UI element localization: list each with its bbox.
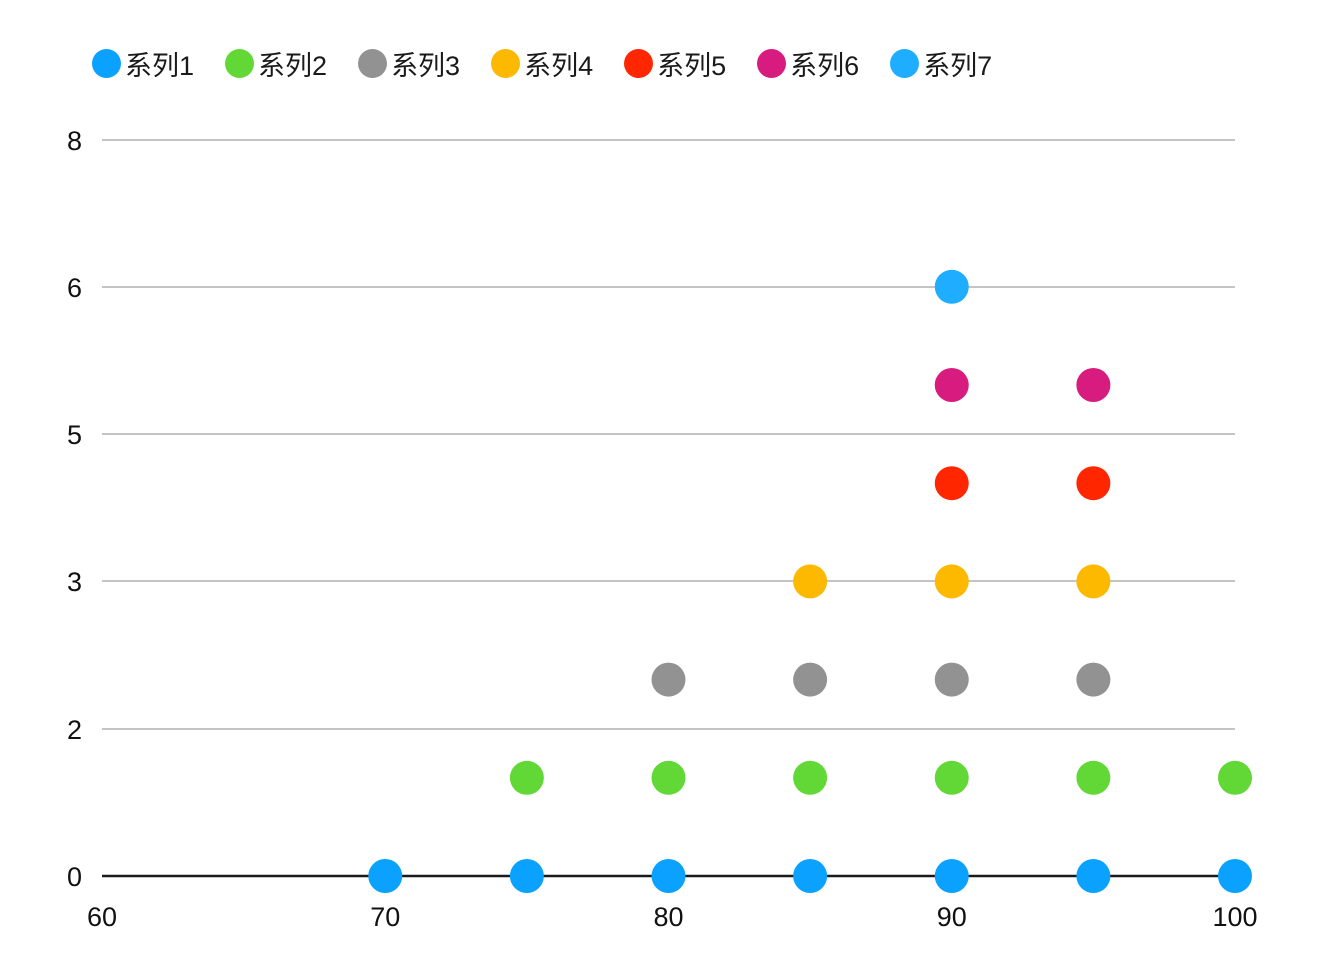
y-tick-label-2: 2 [67, 715, 82, 745]
point-series2-x95 [1076, 760, 1111, 795]
legend: 系列1 系列2 系列3 系列4 系列5 系列6 系列7 [92, 40, 1023, 86]
point-series1-x75 [509, 859, 544, 893]
point-series2-x100 [1218, 760, 1252, 795]
legend-swatch-icon [890, 48, 920, 78]
point-series5-x95 [1076, 466, 1111, 501]
legend-item-series5: 系列5 [624, 44, 726, 83]
legend-label: 系列7 [923, 50, 993, 81]
point-series4-x85 [793, 564, 828, 599]
point-series5-x90 [934, 466, 969, 501]
legend-label: 系列6 [790, 50, 860, 81]
x-tick-label-80: 80 [653, 902, 683, 932]
point-series3-x95 [1076, 662, 1111, 697]
legend-item-series4: 系列4 [491, 44, 593, 83]
data-points [368, 269, 1252, 893]
point-series1-x100 [1218, 859, 1252, 893]
legend-item-series2: 系列2 [225, 44, 327, 83]
x-tick-label-100: 100 [1212, 902, 1257, 932]
legend-label: 系列5 [657, 50, 727, 81]
point-series1-x95 [1076, 859, 1111, 893]
legend-item-series6: 系列6 [757, 44, 859, 83]
legend-item-series1: 系列1 [92, 44, 194, 83]
x-tick-label-90: 90 [937, 902, 967, 932]
legend-label: 系列4 [524, 50, 594, 81]
y-tick-label-6: 6 [67, 273, 82, 303]
legend-swatch-icon [358, 48, 388, 78]
grid-lines [102, 139, 1235, 730]
legend-item-series7: 系列7 [890, 44, 992, 83]
legend-label: 系列3 [391, 50, 461, 81]
legend-swatch-icon [92, 48, 121, 78]
legend-item-series3: 系列3 [358, 44, 460, 83]
point-series2-x80 [651, 760, 686, 795]
y-axis-tick-labels: 0 2 3 5 6 8 [67, 126, 82, 892]
legend-swatch-icon [225, 48, 255, 78]
y-tick-label-0: 0 [67, 862, 82, 892]
point-series3-x90 [934, 662, 969, 697]
legend-swatch-icon [624, 48, 654, 78]
point-series2-x75 [509, 760, 544, 795]
legend-swatch-icon [491, 48, 521, 78]
legend-swatch-icon [757, 48, 787, 78]
point-series6-x95 [1076, 368, 1111, 402]
legend-label: 系列2 [258, 50, 328, 81]
x-axis-tick-labels: 60 70 80 90 100 [87, 902, 1258, 932]
point-series1-x70 [368, 859, 403, 893]
point-series2-x90 [934, 760, 969, 795]
x-tick-label-70: 70 [370, 902, 400, 932]
y-tick-label-3: 3 [67, 567, 82, 597]
point-series7-x90 [934, 269, 969, 304]
point-series1-x80 [651, 859, 686, 893]
y-tick-label-5: 5 [67, 420, 82, 450]
legend-label: 系列1 [125, 50, 195, 81]
point-series1-x85 [793, 859, 828, 893]
point-series4-x95 [1076, 564, 1111, 599]
point-series1-x90 [934, 859, 969, 893]
point-series2-x85 [793, 760, 828, 795]
point-series3-x85 [793, 662, 828, 697]
point-series4-x90 [934, 564, 969, 599]
point-series6-x90 [934, 368, 969, 402]
x-tick-label-60: 60 [87, 902, 117, 932]
y-tick-label-8: 8 [67, 126, 82, 156]
point-series3-x80 [651, 662, 686, 697]
